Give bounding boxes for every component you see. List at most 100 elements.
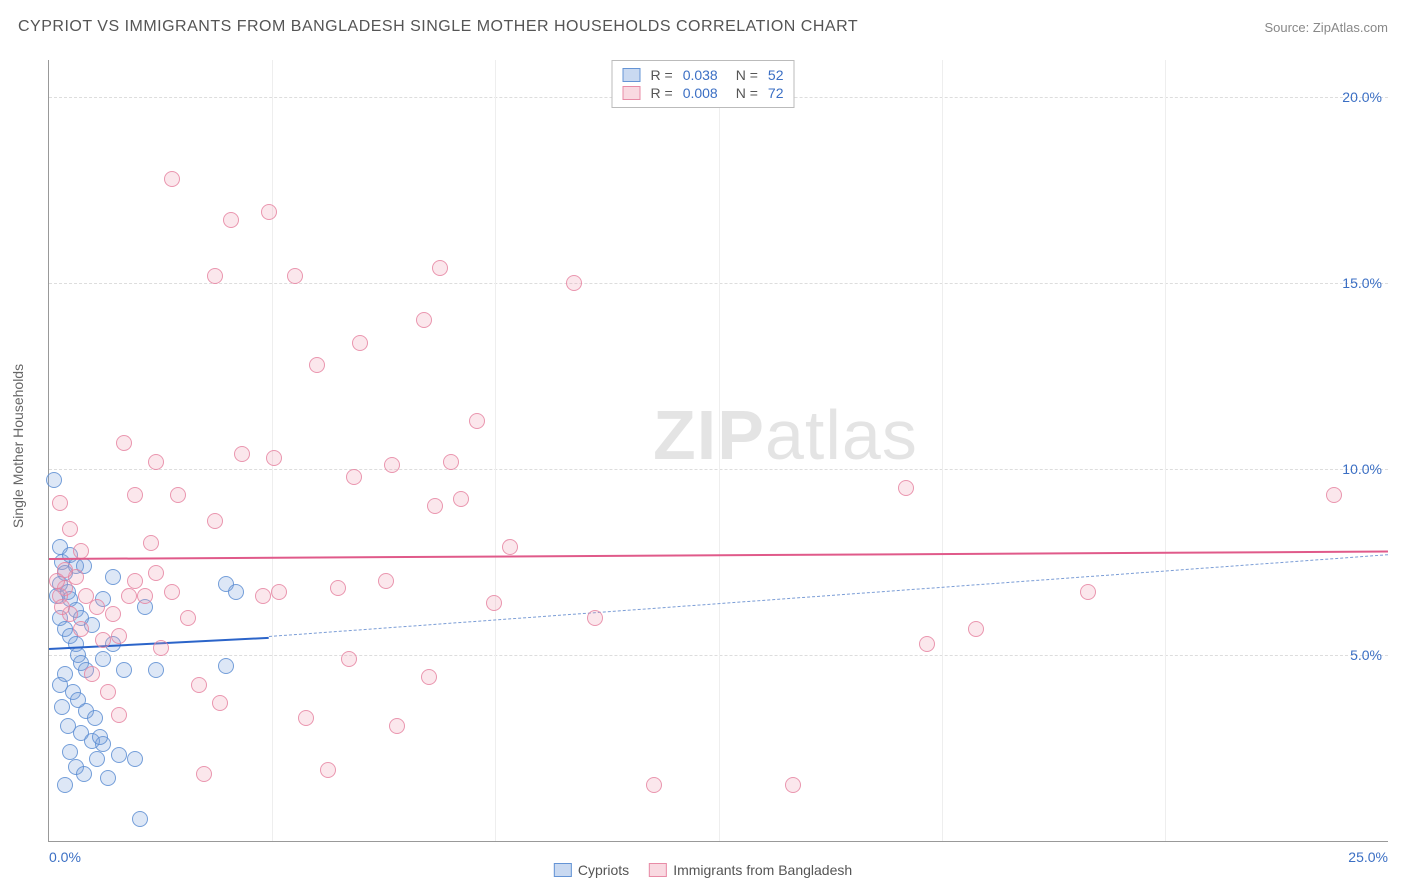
source-label: Source: ZipAtlas.com [1264, 20, 1388, 35]
data-point [105, 569, 121, 585]
data-point [111, 628, 127, 644]
data-point [191, 677, 207, 693]
data-point [62, 521, 78, 537]
swatch-icon [623, 68, 641, 82]
data-point [127, 573, 143, 589]
data-point [62, 744, 78, 760]
y-axis-label: Single Mother Households [10, 364, 26, 528]
data-point [73, 621, 89, 637]
data-point [105, 606, 121, 622]
data-point [116, 435, 132, 451]
plot-region: ZIPatlas 5.0%10.0%15.0%20.0%0.0%25.0% [48, 60, 1388, 842]
data-point [1080, 584, 1096, 600]
legend-row: R = 0.008 N = 72 [623, 85, 784, 101]
data-point [49, 573, 65, 589]
data-point [234, 446, 250, 462]
n-label: N = [736, 67, 758, 83]
data-point [469, 413, 485, 429]
data-point [287, 268, 303, 284]
data-point [100, 684, 116, 700]
n-value: 72 [768, 85, 784, 101]
data-point [255, 588, 271, 604]
data-point [164, 171, 180, 187]
data-point [132, 811, 148, 827]
data-point [432, 260, 448, 276]
swatch-icon [649, 863, 667, 877]
data-point [453, 491, 469, 507]
data-point [486, 595, 502, 611]
data-point [330, 580, 346, 596]
ytick-label: 20.0% [1342, 89, 1382, 105]
data-point [968, 621, 984, 637]
data-point [137, 588, 153, 604]
data-point [57, 777, 73, 793]
legend-label: Immigrants from Bangladesh [673, 862, 852, 878]
xtick-label: 25.0% [1348, 849, 1388, 865]
data-point [73, 543, 89, 559]
data-point [646, 777, 662, 793]
n-value: 52 [768, 67, 784, 83]
data-point [919, 636, 935, 652]
data-point [207, 268, 223, 284]
legend-row: R = 0.038 N = 52 [623, 67, 784, 83]
r-value: 0.008 [683, 85, 718, 101]
data-point [427, 498, 443, 514]
data-point [309, 357, 325, 373]
data-point [378, 573, 394, 589]
data-point [352, 335, 368, 351]
data-point [298, 710, 314, 726]
swatch-icon [623, 86, 641, 100]
title-bar: CYPRIOT VS IMMIGRANTS FROM BANGLADESH SI… [18, 18, 1388, 36]
data-point [89, 599, 105, 615]
data-point [196, 766, 212, 782]
data-point [95, 632, 111, 648]
ytick-label: 10.0% [1342, 461, 1382, 477]
data-point [223, 212, 239, 228]
gridline-v [1165, 60, 1166, 841]
swatch-icon [554, 863, 572, 877]
data-point [341, 651, 357, 667]
data-point [148, 454, 164, 470]
data-point [271, 584, 287, 600]
data-point [1326, 487, 1342, 503]
data-point [346, 469, 362, 485]
data-point [384, 457, 400, 473]
data-point [89, 751, 105, 767]
trend-line [269, 555, 1388, 638]
chart-title: CYPRIOT VS IMMIGRANTS FROM BANGLADESH SI… [18, 18, 858, 36]
data-point [502, 539, 518, 555]
gridline-v [719, 60, 720, 841]
data-point [111, 707, 127, 723]
data-point [148, 662, 164, 678]
data-point [76, 766, 92, 782]
r-label: R = [651, 85, 673, 101]
data-point [127, 487, 143, 503]
data-point [180, 610, 196, 626]
ytick-label: 5.0% [1350, 647, 1382, 663]
data-point [92, 729, 108, 745]
gridline-v [495, 60, 496, 841]
legend-series: Cypriots Immigrants from Bangladesh [554, 862, 852, 878]
xtick-label: 0.0% [49, 849, 81, 865]
legend-item: Cypriots [554, 862, 629, 878]
data-point [320, 762, 336, 778]
data-point [52, 495, 68, 511]
data-point [87, 710, 103, 726]
legend-correlation: R = 0.038 N = 52 R = 0.008 N = 72 [612, 60, 795, 108]
ytick-label: 15.0% [1342, 275, 1382, 291]
data-point [218, 658, 234, 674]
r-value: 0.038 [683, 67, 718, 83]
data-point [421, 669, 437, 685]
data-point [54, 699, 70, 715]
data-point [148, 565, 164, 581]
data-point [143, 535, 159, 551]
data-point [898, 480, 914, 496]
data-point [127, 751, 143, 767]
data-point [100, 770, 116, 786]
r-label: R = [651, 67, 673, 83]
data-point [111, 747, 127, 763]
data-point [416, 312, 432, 328]
data-point [266, 450, 282, 466]
data-point [785, 777, 801, 793]
data-point [587, 610, 603, 626]
